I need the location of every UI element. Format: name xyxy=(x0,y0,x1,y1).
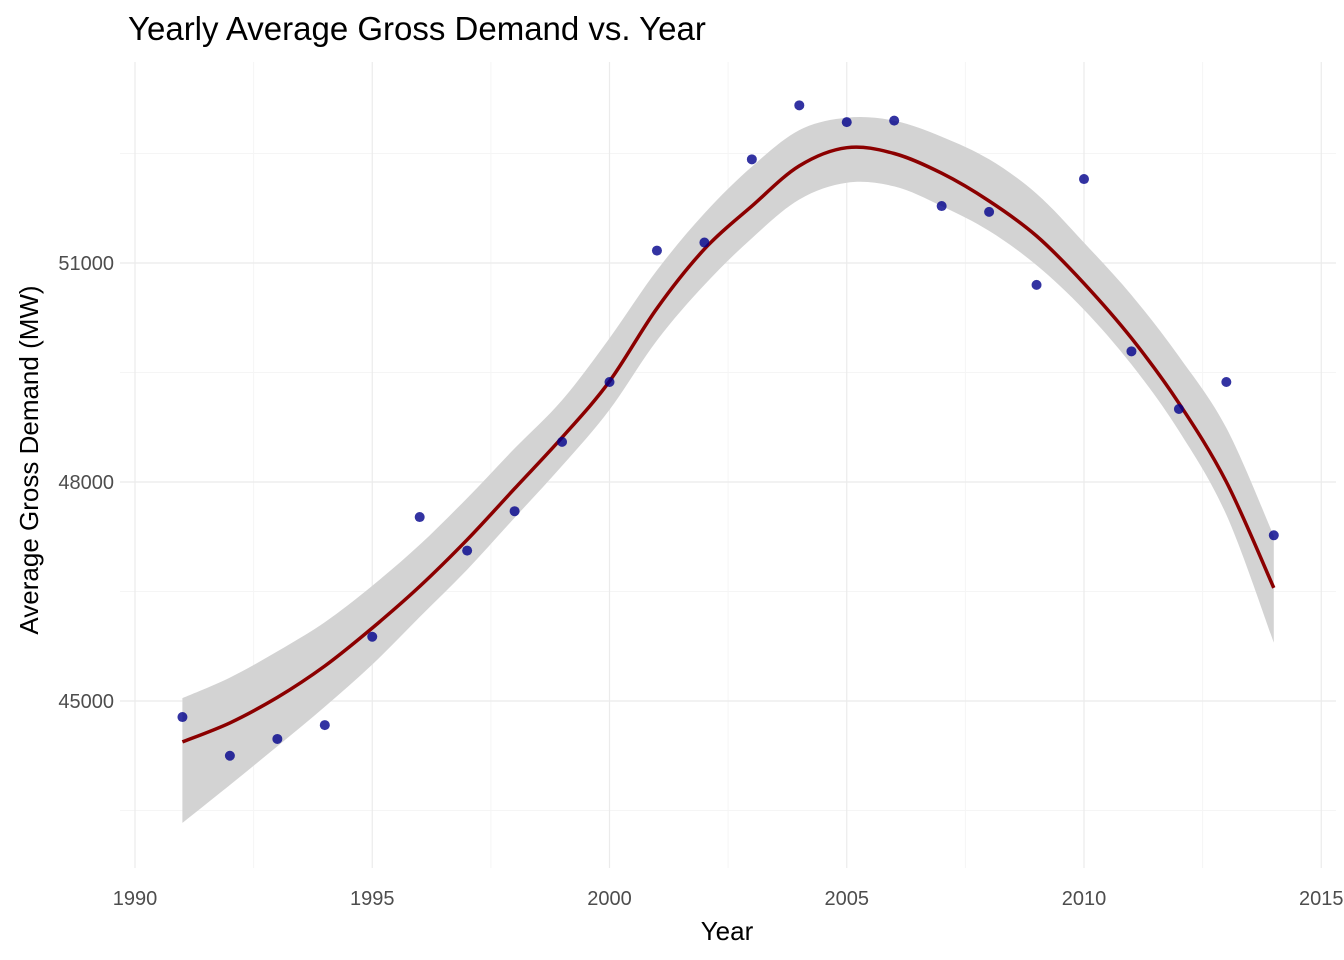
data-point xyxy=(462,545,473,556)
data-point xyxy=(604,376,615,387)
x-tick-label: 2015 xyxy=(1299,888,1344,910)
data-point xyxy=(224,750,235,761)
x-tick-label: 2010 xyxy=(1062,888,1107,910)
data-point xyxy=(651,245,662,256)
y-tick-label: 48000 xyxy=(58,472,114,494)
data-point xyxy=(1221,376,1232,387)
data-point xyxy=(319,720,330,731)
data-point xyxy=(367,631,378,642)
confidence-ribbon xyxy=(182,117,1274,823)
x-tick-label: 2005 xyxy=(825,888,870,910)
chart-title: Yearly Average Gross Demand vs. Year xyxy=(128,10,706,47)
data-point xyxy=(794,100,805,111)
minor-gridlines xyxy=(120,62,1336,868)
data-point xyxy=(272,733,283,744)
x-axis-title: Year xyxy=(701,916,754,946)
data-point xyxy=(746,154,757,165)
data-point xyxy=(1126,346,1137,357)
data-points xyxy=(177,100,1279,761)
y-tick-label: 51000 xyxy=(58,253,114,275)
data-point xyxy=(557,436,568,447)
data-point xyxy=(1031,279,1042,290)
data-point xyxy=(841,117,852,128)
data-point xyxy=(699,237,710,248)
x-axis-ticks: 1990 1995 2000 2005 2010 2015 xyxy=(113,888,1344,910)
data-point xyxy=(177,712,188,723)
data-point xyxy=(984,206,995,217)
smooth-line xyxy=(181,145,1276,744)
data-point xyxy=(414,512,425,523)
data-point xyxy=(1079,174,1089,185)
x-tick-label: 1990 xyxy=(113,888,158,910)
y-axis-ticks: 45000 48000 51000 xyxy=(58,253,114,713)
data-point xyxy=(889,115,900,126)
data-point xyxy=(1268,530,1279,541)
data-point xyxy=(936,201,947,212)
data-point xyxy=(1173,404,1184,414)
y-axis-title: Average Gross Demand (MW) xyxy=(14,285,44,634)
x-tick-label: 2000 xyxy=(587,888,632,910)
data-point xyxy=(509,506,520,517)
y-tick-label: 45000 xyxy=(58,691,114,713)
x-tick-label: 1995 xyxy=(350,888,395,910)
